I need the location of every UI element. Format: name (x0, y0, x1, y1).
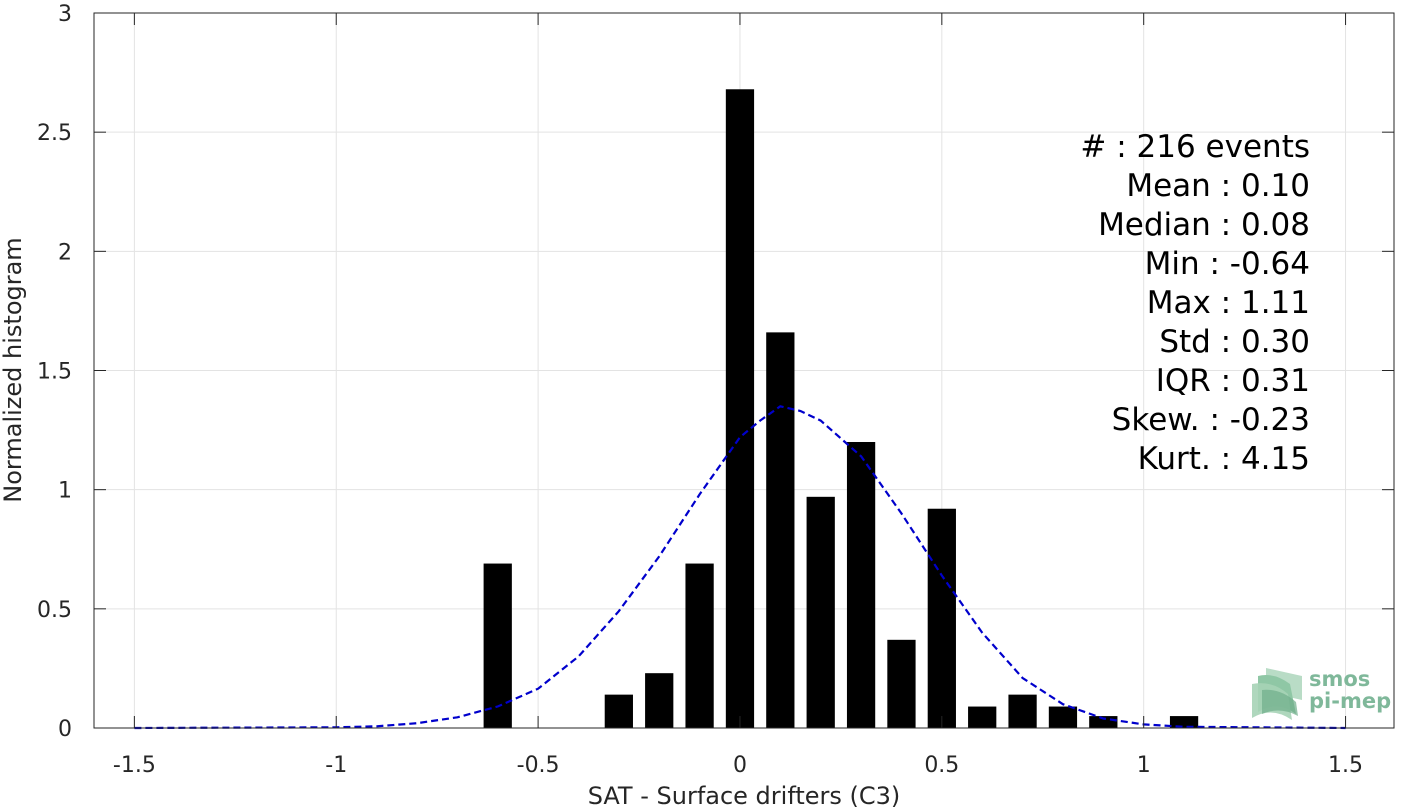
histogram-bar (806, 496, 835, 728)
stats-line: Mean : 0.10 (1126, 168, 1310, 204)
stats-line: IQR : 0.31 (1156, 363, 1310, 399)
stats-line: Skew. : -0.23 (1112, 402, 1310, 438)
histogram-bar (927, 508, 956, 728)
x-axis-label: SAT - Surface drifters (C3) (588, 782, 901, 809)
y-tick-labels: 0 0.5 1 1.5 2 2.5 3 (37, 2, 72, 742)
histogram-bar (1008, 694, 1037, 728)
x-tick-label: 0 (733, 753, 747, 778)
histogram-bar (483, 563, 512, 728)
logo-waves-icon (1252, 668, 1302, 720)
stats-line: Max : 1.11 (1147, 285, 1310, 321)
logo-text-smos: smos (1309, 667, 1370, 691)
histogram-bar (604, 694, 633, 728)
axis-ticks (94, 12, 1394, 729)
histogram-bar (1089, 716, 1118, 728)
smos-pi-mep-logo: smos pi-mep (1252, 667, 1391, 720)
fit-curve (134, 405, 1346, 730)
x-tick-label: -1.5 (113, 753, 156, 778)
histogram-bar (1169, 716, 1199, 728)
stats-line: Min : -0.64 (1145, 246, 1310, 282)
x-tick-label: 1.5 (1328, 753, 1363, 778)
stats-line: Std : 0.30 (1159, 324, 1310, 360)
stats-line: Kurt. : 4.15 (1138, 441, 1310, 477)
histogram-bar (846, 442, 876, 728)
x-tick-label: -0.5 (517, 753, 560, 778)
stats-line: # : 216 events (1080, 129, 1310, 165)
x-tick-label: -1 (325, 753, 347, 778)
histogram-bar (887, 639, 916, 728)
x-tick-label: 0.5 (924, 753, 959, 778)
y-tick-label: 2 (58, 240, 72, 265)
histogram-bar (725, 89, 755, 729)
y-tick-label: 3 (58, 2, 72, 27)
y-tick-label: 2.5 (37, 121, 72, 146)
x-tick-label: 1 (1137, 753, 1151, 778)
histogram-bar (1048, 706, 1078, 728)
y-tick-label: 0 (58, 717, 72, 742)
histogram-bar (645, 673, 674, 728)
y-tick-label: 1 (58, 479, 72, 504)
histogram-bar (968, 706, 997, 728)
histogram-bar (766, 332, 795, 728)
stats-line: Median : 0.08 (1098, 207, 1310, 243)
y-axis-label: Normalized histogram (0, 237, 27, 502)
histogram-bar (685, 563, 714, 728)
y-tick-label: 1.5 (37, 360, 72, 385)
logo-text-pi-mep: pi-mep (1309, 689, 1391, 713)
y-tick-label: 0.5 (37, 598, 72, 623)
histogram-bars (483, 89, 1199, 729)
x-tick-labels: -1.5 -1 -0.5 0 0.5 1 1.5 (113, 753, 1363, 778)
